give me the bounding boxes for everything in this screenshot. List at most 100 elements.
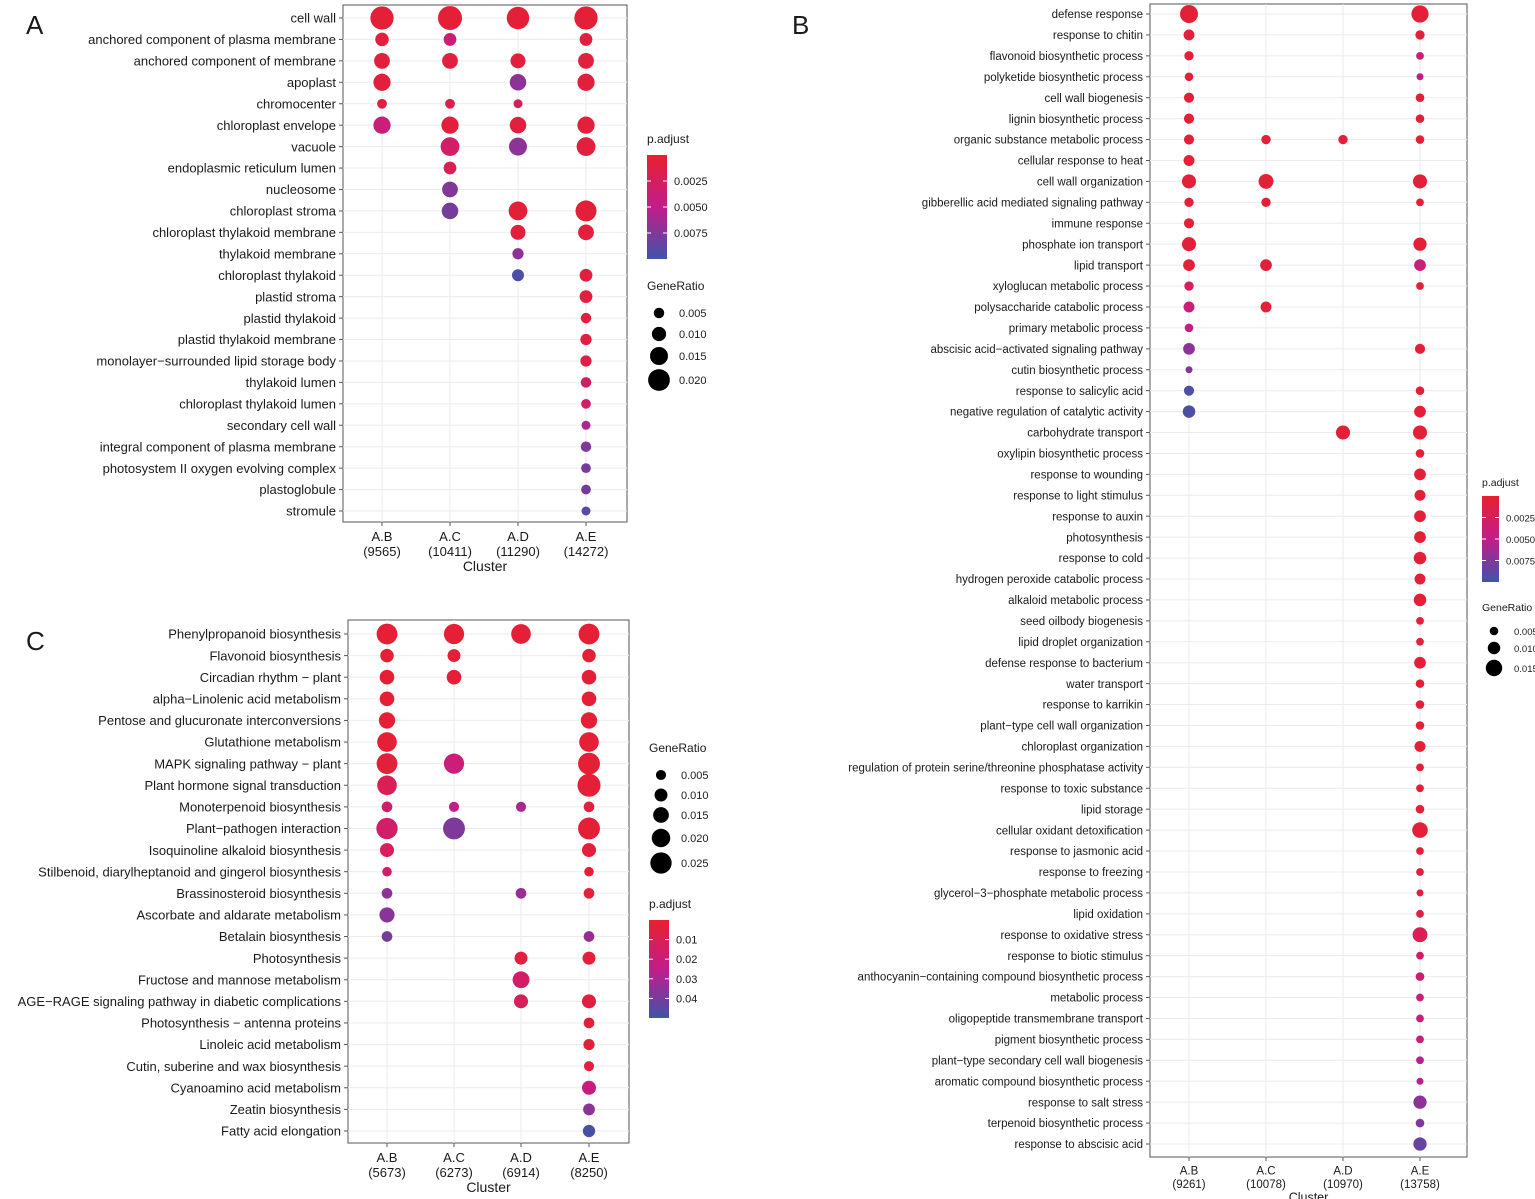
y-tick-label: chloroplast thylakoid membrane — [152, 225, 336, 240]
panel-label: B — [792, 10, 809, 40]
x-tick-count: (10970) — [1323, 1179, 1363, 1191]
y-tick-label: Phenylpropanoid biosynthesis — [168, 627, 341, 642]
legend-padjust: p.adjust 0.0025 0.0050 0.0075 — [647, 132, 708, 259]
dot — [1415, 386, 1425, 395]
dot — [1416, 1035, 1424, 1044]
dot — [379, 691, 395, 707]
dot — [376, 623, 398, 645]
dot — [442, 52, 458, 69]
legend-size-dot — [648, 369, 670, 391]
y-tick-label: lipid transport — [1074, 260, 1144, 272]
legend-size-label: 0.025 — [681, 858, 709, 870]
dot — [513, 99, 523, 109]
y-tick-label: response to salt stress — [1028, 1097, 1143, 1109]
x-tick-count: (10078) — [1246, 1179, 1286, 1191]
dot — [575, 200, 597, 222]
y-tick-label: photosynthesis — [1066, 532, 1143, 544]
y-tick-label: thylakoid lumen — [246, 375, 336, 390]
dot — [582, 1124, 596, 1138]
dot — [578, 817, 600, 840]
y-tick-label: chloroplast thylakoid — [218, 268, 336, 283]
y-tick-label: cellular oxidant detoxification — [996, 825, 1143, 837]
x-tick-label: A.E — [579, 1150, 600, 1165]
legend-colorbar — [649, 920, 669, 1018]
legend-size-label: 0.005 — [679, 308, 707, 320]
dot — [512, 269, 524, 282]
dot — [1185, 366, 1193, 374]
y-tick-label: lipid droplet organization — [1018, 637, 1143, 649]
x-tick-count: (11290) — [496, 544, 540, 559]
y-axis-labels: cell wall anchored component of plasma me… — [88, 11, 343, 519]
dot — [1180, 5, 1198, 23]
dot — [583, 887, 595, 899]
dot — [1413, 1095, 1427, 1109]
y-tick-label: phosphate ion transport — [1022, 239, 1144, 251]
y-tick-label: regulation of protein serine/threonine p… — [848, 762, 1143, 774]
legend-size-dot — [653, 807, 669, 823]
dot — [1415, 135, 1425, 144]
dot — [379, 669, 395, 685]
dot — [579, 732, 599, 752]
legend-title: GeneRatio — [649, 741, 707, 755]
x-tick-label: A.B — [372, 529, 393, 544]
y-tick-label: cell wall organization — [1037, 177, 1143, 189]
x-tick-label: A.E — [1411, 1166, 1430, 1178]
dot — [515, 887, 527, 899]
dot — [509, 137, 527, 156]
dot — [1184, 72, 1194, 82]
legend-colorbar — [647, 155, 667, 259]
y-tick-label: photosystem II oxygen evolving complex — [103, 461, 337, 476]
dot — [441, 202, 459, 220]
y-tick-label: response to chitin — [1053, 30, 1143, 42]
dot — [1416, 1014, 1424, 1023]
y-tick-label: Circadian rhythm − plant — [200, 670, 342, 685]
dot — [581, 994, 597, 1009]
y-tick-label: aromatic compound biosynthetic process — [935, 1076, 1144, 1088]
y-tick-label: water transport — [1065, 679, 1144, 691]
dot — [1183, 113, 1195, 124]
x-tick-label: A.D — [507, 529, 529, 544]
x-tick-count: (8250) — [570, 1165, 608, 1180]
dot — [506, 6, 530, 30]
dot — [1414, 468, 1426, 481]
y-tick-label: response to oxidative stress — [1000, 930, 1143, 942]
dot — [1183, 301, 1195, 313]
y-tick-label: defense response to bacterium — [985, 658, 1143, 670]
legend-tick-label: 0.0025 — [1506, 514, 1535, 525]
x-tick-label: A.B — [377, 1150, 398, 1165]
x-tick-label: A.B — [1180, 1166, 1199, 1178]
dot — [1412, 174, 1428, 189]
y-tick-label: apoplast — [287, 75, 337, 90]
dot — [584, 866, 594, 877]
y-tick-label: response to abscisic acid — [1015, 1139, 1143, 1151]
y-tick-label: plastoglobule — [259, 482, 336, 497]
dot — [1183, 29, 1195, 41]
dot — [1416, 637, 1424, 646]
x-tick-count: (13758) — [1400, 1179, 1440, 1191]
dot — [509, 116, 527, 134]
y-tick-label: Betalain biosynthesis — [219, 929, 342, 944]
panel-label: C — [26, 626, 45, 656]
dot — [1415, 804, 1425, 814]
y-tick-label: integral component of plasma membrane — [100, 439, 336, 454]
dot — [581, 463, 591, 474]
y-tick-label: response to biotic stimulus — [1007, 951, 1143, 963]
dot — [380, 648, 394, 663]
legend-tick-label: 0.0075 — [1506, 557, 1535, 568]
legend-tick-label: 0.03 — [676, 974, 697, 986]
legend-padjust: p.adjust 0.0025 0.0050 0.0075 — [1482, 477, 1535, 582]
y-tick-label: alkaloid metabolic process — [1008, 595, 1143, 607]
dot — [1183, 385, 1195, 396]
dot — [581, 691, 597, 707]
dot — [381, 887, 393, 899]
dot — [580, 355, 592, 367]
dot — [580, 377, 592, 388]
dot — [1415, 700, 1425, 709]
y-tick-label: stromule — [286, 504, 336, 519]
dot — [579, 268, 593, 282]
y-tick-label: response to karrikin — [1043, 700, 1143, 712]
y-tick-label: plant−type cell wall organization — [980, 721, 1143, 733]
dot — [381, 801, 393, 813]
